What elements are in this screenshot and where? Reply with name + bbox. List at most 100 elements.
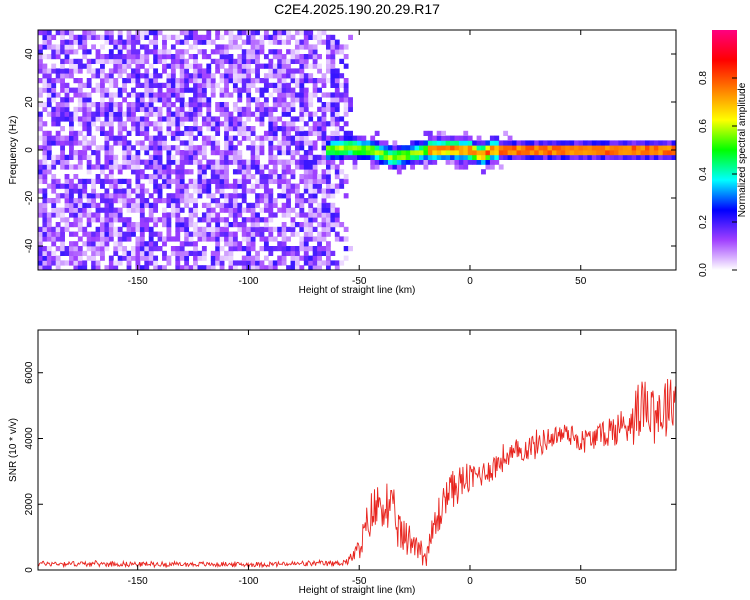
heatmap-cell: [86, 58, 92, 64]
heatmap-cell: [241, 193, 247, 199]
heatmap-cell: [325, 246, 331, 252]
heatmap-cell: [166, 164, 172, 170]
heatmap-cell: [157, 217, 163, 223]
heatmap-cell: [113, 111, 119, 117]
heatmap-cell: [104, 92, 110, 98]
heatmap-cell: [330, 193, 336, 199]
heatmap-cell: [175, 212, 181, 218]
heatmap-cell: [303, 226, 309, 232]
heatmap-cell: [423, 154, 429, 160]
heatmap-cell: [73, 265, 79, 270]
heatmap-cell: [232, 34, 238, 40]
heatmap-cell: [334, 106, 340, 112]
heatmap-cell: [467, 150, 473, 156]
heatmap-cell: [166, 126, 172, 132]
heatmap-cell: [272, 135, 278, 141]
heatmap-cell: [82, 140, 88, 146]
heatmap-cell: [157, 164, 163, 170]
heatmap-cell: [82, 150, 88, 156]
heatmap-cell: [100, 178, 105, 184]
heatmap-cell: [237, 159, 243, 165]
heatmap-cell: [82, 241, 88, 247]
heatmap-cell: [193, 68, 198, 74]
heatmap-cell: [60, 58, 65, 64]
heatmap-cell: [423, 140, 429, 146]
heatmap-cell: [166, 130, 172, 136]
heatmap-cell: [277, 92, 283, 98]
heatmap-cell: [206, 188, 212, 194]
heatmap-cell: [294, 164, 300, 170]
heatmap-cell: [126, 178, 132, 184]
heatmap-cell: [392, 164, 398, 170]
heatmap-cell: [201, 39, 207, 45]
heatmap-cell: [534, 140, 540, 146]
heatmap-cell: [294, 260, 300, 266]
heatmap-cell: [91, 183, 96, 189]
heatmap-cell: [308, 73, 314, 79]
heatmap-cell: [122, 44, 128, 50]
heatmap-cell: [432, 135, 438, 141]
heatmap-cell: [179, 121, 185, 127]
heatmap-cell: [179, 193, 185, 199]
heatmap-cell: [135, 241, 141, 247]
heatmap-cell: [126, 73, 132, 79]
heatmap-cell: [312, 111, 318, 117]
heatmap-cell: [135, 82, 141, 88]
heatmap-cell: [193, 73, 198, 79]
heatmap-cell: [162, 169, 167, 175]
heatmap-cell: [281, 121, 287, 127]
heatmap-cell: [144, 116, 150, 122]
heatmap-cell: [671, 154, 676, 160]
heatmap-cell: [144, 82, 150, 88]
heatmap-cell: [268, 73, 274, 79]
heatmap-cell: [330, 202, 336, 208]
heatmap-cell: [339, 150, 345, 156]
heatmap-cell: [303, 130, 309, 136]
heatmap-cell: [122, 154, 128, 160]
heatmap-cell: [188, 241, 194, 247]
heatmap-cell: [157, 92, 163, 98]
heatmap-cell: [179, 265, 185, 270]
heatmap-cell: [290, 102, 296, 108]
heatmap-cell: [42, 154, 48, 160]
heatmap-cell: [157, 265, 163, 270]
heatmap-cell: [259, 78, 265, 84]
heatmap-cell: [268, 106, 274, 112]
heatmap-cell: [175, 178, 181, 184]
heatmap-cell: [157, 87, 163, 93]
heatmap-cell: [246, 54, 252, 60]
heatmap-cell: [104, 207, 110, 213]
heatmap-cell: [228, 78, 234, 84]
heatmap-cell: [303, 106, 309, 112]
heatmap-cell: [472, 140, 478, 146]
heatmap-cell: [193, 198, 198, 204]
heatmap-cell: [184, 260, 190, 266]
colorbar-tick-label: 0.2: [698, 215, 709, 229]
heatmap-cell: [193, 265, 198, 270]
heatmap-cell: [339, 169, 345, 175]
heatmap-cell: [241, 246, 247, 252]
heatmap-cell: [299, 106, 305, 112]
heatmap-cell: [153, 39, 159, 45]
heatmap-cell: [259, 63, 265, 69]
heatmap-cell: [117, 54, 123, 60]
heatmap-cell: [219, 188, 225, 194]
heatmap-cell: [46, 130, 52, 136]
heatmap-cell: [277, 246, 283, 252]
heatmap-cell: [148, 73, 154, 79]
heatmap-cell: [343, 44, 349, 50]
heatmap-cell: [91, 44, 96, 50]
heatmap-cell: [317, 154, 322, 160]
heatmap-cell: [503, 145, 509, 151]
heatmap-cell: [206, 159, 212, 165]
heatmap-cell: [55, 226, 61, 232]
heatmap-cell: [188, 231, 194, 237]
heatmap-cell: [117, 30, 123, 36]
heatmap-cell: [445, 145, 451, 151]
heatmap-cell: [286, 135, 291, 141]
heatmap-cell: [507, 154, 513, 160]
heatmap-cell: [219, 49, 225, 55]
heatmap-cell: [77, 226, 83, 232]
heatmap-cell: [312, 178, 318, 184]
heatmap-cell: [77, 212, 83, 218]
